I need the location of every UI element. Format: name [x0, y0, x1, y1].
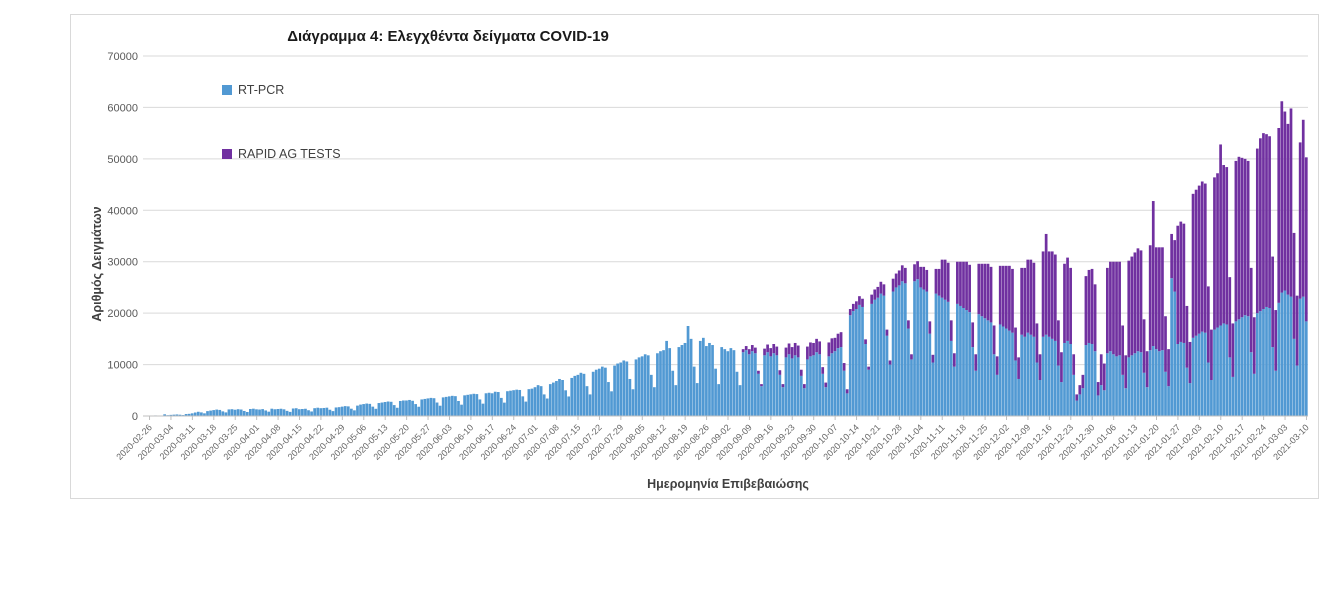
legend-item-rt-pcr: RT-PCR: [222, 83, 284, 97]
y-axis-title: Αριθμός Δειγμάτων: [90, 206, 104, 322]
rapid-ag-swatch-icon: [222, 149, 232, 159]
svg-text:70000: 70000: [107, 51, 138, 63]
svg-text:0: 0: [132, 411, 138, 423]
x-axis-title: Ημερομηνία Επιβεβαιώσης: [647, 477, 809, 491]
chart-title: Διάγραμμα 4: Ελεγχθέντα δείγματα COVID-1…: [287, 28, 609, 45]
legend-item-rapid-ag-tests: RAPID AG TESTS: [222, 147, 341, 161]
chart-plot-area: 0100002000030000400005000060000700002020…: [107, 51, 1310, 462]
chart-frame: 0 10000 20000 30000 40000 50000 60000 70000 2020…: [70, 14, 1319, 499]
svg-text:50000: 50000: [107, 154, 138, 166]
svg-text:60000: 60000: [107, 102, 138, 114]
svg-text:10000: 10000: [107, 360, 138, 372]
svg-text:20000: 20000: [107, 308, 138, 320]
svg-text:40000: 40000: [107, 205, 138, 217]
svg-text:30000: 30000: [107, 257, 138, 269]
rt-pcr-swatch-icon: [222, 85, 232, 95]
legend-label-rt-pcr: RT-PCR: [238, 83, 285, 97]
legend-label-rapid-ag-tests: RAPID AG TESTS: [238, 147, 341, 161]
